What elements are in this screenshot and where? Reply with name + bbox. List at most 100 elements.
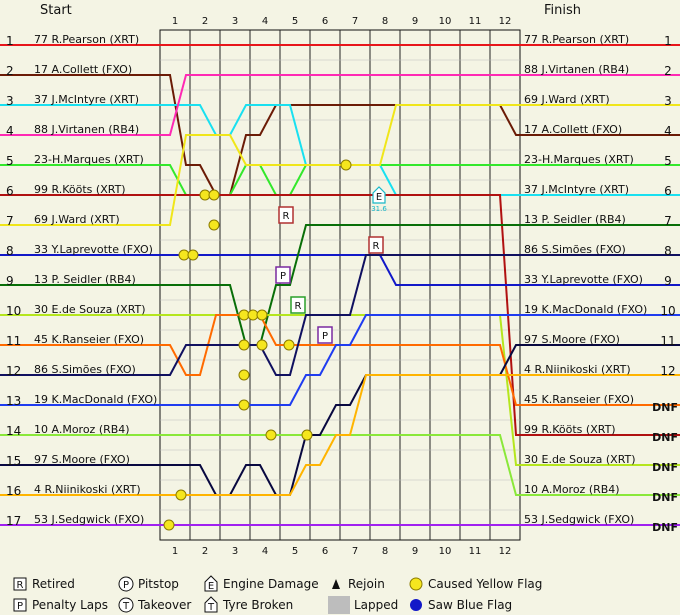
finish-position-number: 2 [664,64,672,78]
start-position-number: 7 [6,214,14,228]
lap-label-top: 5 [292,16,298,27]
event-markers: R R P R P E 31.6 [163,159,387,531]
start-position-number: 14 [6,424,21,438]
lap-label-bottom: 2 [202,546,208,557]
legend-icon-letter: T [207,602,215,613]
lap-label-bottom: 6 [322,546,328,557]
finish-position-number: 5 [664,154,672,168]
finish-driver-label: 37 J.McIntyre (XRT) [524,183,629,196]
finish-driver-label: 86 S.Simões (FXO) [524,243,626,256]
driver-line [0,314,680,406]
penalty_laps-marker [317,326,333,344]
finish-position-number: 9 [664,274,672,288]
start-position-number: 1 [6,34,14,48]
chart-legend: R Retired P Pitstop E Engine Damage Rejoin Caus… [13,575,542,614]
yellow-flag-marker [238,339,250,351]
yellow-flag-marker [340,159,352,171]
yellow-flag-marker [256,339,268,351]
lap-label-bottom: 7 [352,546,358,557]
finish-dnf-label: DNF [652,521,678,534]
start-position-number: 9 [6,274,14,288]
lap-label-top: 6 [322,16,328,27]
legend-square-icon [13,598,27,612]
start-driver-label: 37 J.McIntyre (XRT) [34,93,139,106]
lap-label-bottom: 12 [499,546,512,557]
legend-gray-box-icon [328,596,350,614]
start-driver-label: 86 S.Simões (FXO) [34,363,136,376]
yellow-flag-marker [187,249,199,261]
start-position-number: 2 [6,64,14,78]
legend-house-icon [204,575,218,592]
start-driver-label: 53 J.Sedgwick (FXO) [34,513,144,526]
lap-label-top: 2 [202,16,208,27]
start-driver-label: 45 K.Ranseier (FXO) [34,333,144,346]
finish-driver-label: 88 J.Virtanen (RB4) [524,63,629,76]
legend-label: Pitstop [138,577,179,591]
legend-yellow-dot-icon [409,577,423,591]
engine-damage-marker [372,186,386,204]
driver-line [0,254,680,286]
retired-symbol: R [373,241,380,252]
yellow-flag-marker [238,369,250,381]
start-header: Start [40,3,72,18]
start-driver-label: 4 R.Niinikoski (XRT) [34,483,141,496]
legend-icon-letter: R [17,580,24,591]
lap-label-bottom: 9 [412,546,418,557]
finish-position-number: 1 [664,34,672,48]
finish-driver-label: 53 J.Sedgwick (FXO) [524,513,634,526]
finish-header: Finish [544,3,581,18]
driver-line [0,254,680,376]
yellow-flag-marker [283,339,295,351]
yellow-flag-marker [238,399,250,411]
start-driver-label: 13 P. Seidler (RB4) [34,273,136,286]
legend-circle-icon [118,597,134,613]
legend-square-icon [13,577,27,591]
legend-label: Rejoin [348,577,385,591]
finish-position-number: 4 [664,124,672,138]
lap-label-bottom: 5 [292,546,298,557]
lap-label-bottom: 11 [469,546,482,557]
start-position-number: 6 [6,184,14,198]
finish-position-number: 12 [660,364,675,378]
finish-driver-label: 77 R.Pearson (XRT) [524,33,629,46]
lap-label-top: 4 [262,16,268,27]
retired-marker [278,206,294,224]
start-driver-label: 30 E.de Souza (XRT) [34,303,146,316]
lap-label-top: 3 [232,16,238,27]
start-driver-label: 23-H.Marques (XRT) [34,153,144,166]
yellow-flag-marker [301,429,313,441]
legend-label: Engine Damage [223,577,319,591]
finish-driver-label: 17 A.Collett (FXO) [524,123,622,136]
lap-label-bottom: 3 [232,546,238,557]
lap-label-bottom: 1 [172,546,178,557]
engine-damage-note: 31.6 [371,205,387,213]
finish-driver-label: 97 S.Moore (FXO) [524,333,620,346]
rejoin-symbol: R [295,301,302,312]
legend-icon-letter: P [17,601,23,612]
finish-position-number: 11 [660,334,675,348]
finish-position-number: 8 [664,244,672,258]
legend-label: Saw Blue Flag [428,598,512,612]
finish-driver-label: 19 K.MacDonald (FXO) [524,303,647,316]
yellow-flag-marker [163,519,175,531]
start-position-number: 12 [6,364,21,378]
lap-label-bottom: 8 [382,546,388,557]
start-position-number: 13 [6,394,21,408]
legend-label: Lapped [354,598,398,612]
yellow-flag-marker [265,429,277,441]
start-driver-label: 99 R.Kööts (XRT) [34,183,126,196]
finish-driver-label: 30 E.de Souza (XRT) [524,453,636,466]
finish-dnf-label: DNF [652,401,678,414]
start-position-number: 5 [6,154,14,168]
retired-symbol: R [283,211,290,222]
start-driver-label: 69 J.Ward (XRT) [34,213,120,226]
finish-position-number: 10 [660,304,675,318]
start-driver-label: 77 R.Pearson (XRT) [34,33,139,46]
finish-driver-label: 99 R.Kööts (XRT) [524,423,616,436]
lap-label-top: 9 [412,16,418,27]
lap-label-top: 7 [352,16,358,27]
driver-line [0,224,680,346]
start-position-number: 8 [6,244,14,258]
legend-house-icon [204,596,218,613]
